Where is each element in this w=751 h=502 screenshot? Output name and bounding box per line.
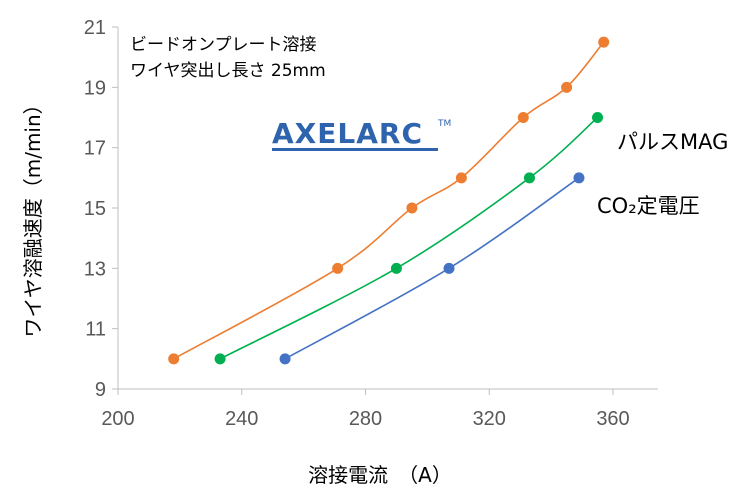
annotation-line-1: ビードオンプレート溶接: [130, 35, 317, 55]
axelarc-logo: AXELARC TM: [272, 117, 451, 151]
y-tick-label: 19: [84, 77, 106, 99]
series-points: [168, 36, 610, 365]
data-point-series-0: [455, 172, 467, 184]
x-tick-label: 240: [225, 408, 258, 430]
data-point-series-1: [390, 262, 402, 274]
y-axis-title: ワイヤ溶融速度（m/min）: [21, 94, 45, 337]
data-point-series-0: [517, 112, 529, 123]
data-point-series-0: [332, 262, 344, 274]
y-tick-label: 9: [95, 379, 106, 401]
y-tick-label: 17: [84, 138, 106, 160]
data-point-series-2: [573, 172, 585, 184]
data-point-series-0: [168, 353, 180, 365]
svg-text:TM: TM: [437, 119, 451, 129]
data-point-series-1: [592, 112, 604, 123]
data-point-series-0: [561, 81, 573, 93]
data-point-series-0: [598, 36, 610, 48]
annotation-line-2: ワイヤ突出し長さ 25mm: [130, 61, 326, 81]
x-tick-label: 320: [473, 408, 506, 430]
x-tick-label: 280: [349, 408, 382, 430]
x-axis-title: 溶接電流 （A）: [308, 463, 452, 487]
series-line-0: [173, 41, 605, 360]
y-tick-label: 11: [85, 319, 106, 341]
series-line-2: [284, 177, 580, 360]
data-point-series-2: [443, 262, 455, 274]
x-tick-label: 360: [596, 408, 629, 430]
data-point-series-2: [279, 353, 291, 365]
data-point-series-1: [214, 353, 226, 365]
series-label-pulse-mag: パルスMAG: [617, 130, 728, 154]
svg-text:AXELARC: AXELARC: [272, 117, 423, 150]
x-tick-label: 200: [101, 408, 134, 430]
data-point-series-1: [523, 172, 535, 184]
series-label-co2: CO₂定電圧: [597, 194, 700, 218]
series-curves: [173, 41, 605, 360]
series-line-1: [219, 116, 599, 360]
y-tick-label: 13: [84, 258, 106, 280]
data-point-series-0: [406, 202, 418, 214]
y-tick-label: 15: [84, 198, 106, 220]
y-tick-label: 21: [84, 17, 106, 39]
axes: 9 11 13 15 17 19 21 200 240 280 320 360: [84, 17, 658, 430]
